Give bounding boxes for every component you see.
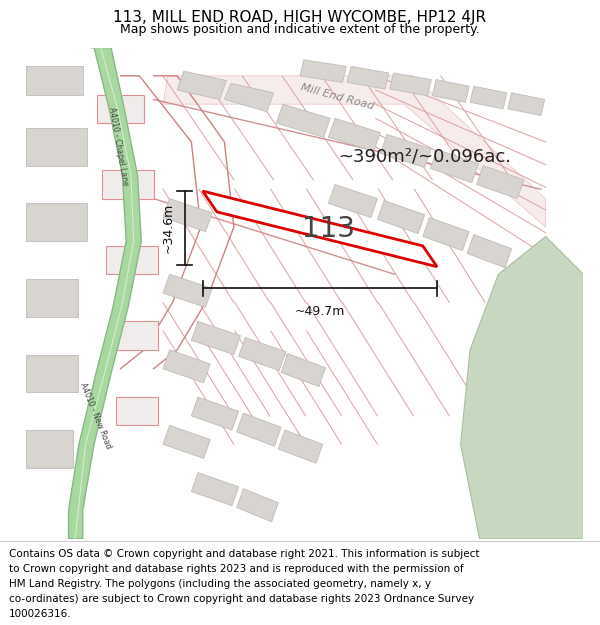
- Polygon shape: [461, 236, 583, 539]
- Polygon shape: [26, 354, 78, 392]
- Text: A4010 - Chapel Lane: A4010 - Chapel Lane: [107, 107, 130, 187]
- Text: 113: 113: [302, 215, 355, 243]
- Polygon shape: [423, 217, 469, 251]
- Text: Map shows position and indicative extent of the property.: Map shows position and indicative extent…: [120, 22, 480, 36]
- Text: Contains OS data © Crown copyright and database right 2021. This information is : Contains OS data © Crown copyright and d…: [9, 549, 479, 559]
- Polygon shape: [300, 60, 346, 82]
- Polygon shape: [163, 199, 212, 232]
- Text: 100026316.: 100026316.: [9, 609, 71, 619]
- Polygon shape: [163, 350, 210, 383]
- Polygon shape: [203, 191, 437, 267]
- Polygon shape: [239, 338, 286, 371]
- Polygon shape: [277, 104, 330, 138]
- Text: ~390m²/~0.096ac.: ~390m²/~0.096ac.: [338, 147, 511, 165]
- Polygon shape: [177, 71, 226, 99]
- Text: A4010 - New Road: A4010 - New Road: [79, 382, 113, 450]
- Polygon shape: [191, 472, 239, 506]
- Polygon shape: [430, 149, 479, 182]
- Text: HM Land Registry. The polygons (including the associated geometry, namely x, y: HM Land Registry. The polygons (includin…: [9, 579, 431, 589]
- Polygon shape: [26, 127, 88, 166]
- Text: Mill End Road: Mill End Road: [300, 82, 376, 111]
- Polygon shape: [26, 66, 83, 95]
- Polygon shape: [467, 234, 512, 268]
- Polygon shape: [163, 76, 545, 227]
- Polygon shape: [380, 134, 431, 168]
- Polygon shape: [377, 201, 425, 234]
- Polygon shape: [26, 203, 88, 241]
- Polygon shape: [281, 354, 326, 387]
- Polygon shape: [191, 397, 239, 430]
- Polygon shape: [101, 170, 154, 199]
- Polygon shape: [163, 426, 210, 459]
- Polygon shape: [191, 321, 241, 354]
- Polygon shape: [97, 95, 144, 123]
- Polygon shape: [111, 321, 158, 350]
- Polygon shape: [163, 274, 212, 308]
- Polygon shape: [476, 166, 524, 199]
- Text: ~34.6m: ~34.6m: [161, 203, 174, 253]
- Polygon shape: [390, 73, 431, 96]
- Polygon shape: [432, 79, 469, 102]
- Text: ~49.7m: ~49.7m: [295, 306, 345, 318]
- Text: co-ordinates) are subject to Crown copyright and database rights 2023 Ordnance S: co-ordinates) are subject to Crown copyr…: [9, 594, 474, 604]
- Text: 113, MILL END ROAD, HIGH WYCOMBE, HP12 4JR: 113, MILL END ROAD, HIGH WYCOMBE, HP12 4…: [113, 11, 487, 26]
- Polygon shape: [328, 184, 377, 218]
- Polygon shape: [328, 118, 380, 151]
- Polygon shape: [116, 397, 158, 426]
- Polygon shape: [347, 66, 389, 89]
- Polygon shape: [237, 489, 278, 522]
- Polygon shape: [26, 430, 73, 468]
- Polygon shape: [278, 430, 323, 463]
- Polygon shape: [26, 279, 78, 317]
- Polygon shape: [224, 83, 274, 112]
- Polygon shape: [68, 48, 141, 539]
- Polygon shape: [106, 246, 158, 274]
- Polygon shape: [470, 86, 507, 109]
- Polygon shape: [237, 413, 281, 446]
- Text: to Crown copyright and database rights 2023 and is reproduced with the permissio: to Crown copyright and database rights 2…: [9, 564, 464, 574]
- Polygon shape: [508, 93, 545, 116]
